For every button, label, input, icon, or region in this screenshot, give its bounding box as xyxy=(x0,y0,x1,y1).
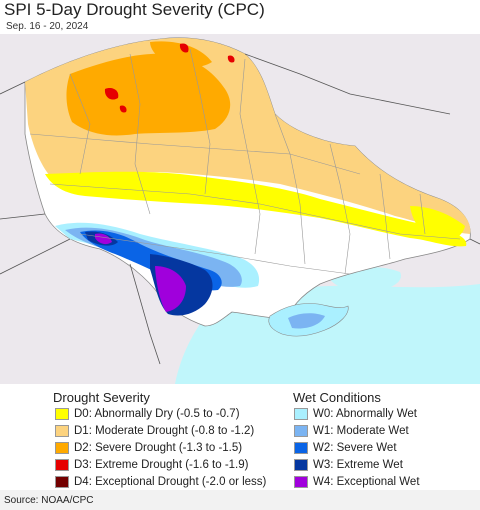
drought-legend-title: Drought Severity xyxy=(53,390,150,405)
legend-swatch-d4 xyxy=(55,475,69,488)
legend-label-d0: D0: Abnormally Dry (-0.5 to -0.7) xyxy=(74,407,240,420)
legend-item-d0: D0: Abnormally Dry (-0.5 to -0.7) xyxy=(55,405,266,422)
legend-item-w4: W4: Exceptional Wet xyxy=(294,473,420,490)
legend-swatch-d1 xyxy=(55,424,69,437)
d2-region-north xyxy=(150,41,212,68)
footer-band xyxy=(0,490,480,510)
map-date-range: Sep. 16 - 20, 2024 xyxy=(6,21,89,32)
legend-label-d4: D4: Exceptional Drought (-2.0 or less) xyxy=(74,475,267,488)
legend-label-w3: W3: Extreme Wet xyxy=(313,458,403,471)
drought-legend: D0: Abnormally Dry (-0.5 to -0.7) D1: Mo… xyxy=(55,405,266,490)
legend-swatch-d0 xyxy=(55,407,69,420)
legend-item-w2: W2: Severe Wet xyxy=(294,439,420,456)
d3-spot-west xyxy=(104,88,119,100)
legend-label-w4: W4: Exceptional Wet xyxy=(313,475,420,488)
d3-spot-ne xyxy=(227,55,235,63)
legend-swatch-w3 xyxy=(294,458,308,471)
legend-swatch-d2 xyxy=(55,441,69,454)
legend-item-w1: W1: Moderate Wet xyxy=(294,422,420,439)
legend-item-d1: D1: Moderate Drought (-0.8 to -1.2) xyxy=(55,422,266,439)
legend-item-d3: D3: Extreme Drought (-1.6 to -1.9) xyxy=(55,456,266,473)
legend-label-w2: W2: Severe Wet xyxy=(313,441,397,454)
legend-label-w0: W0: Abnormally Wet xyxy=(313,407,417,420)
wet-legend: W0: Abnormally Wet W1: Moderate Wet W2: … xyxy=(294,405,420,490)
legend-swatch-w2 xyxy=(294,441,308,454)
legend-label-w1: W1: Moderate Wet xyxy=(313,424,409,437)
legend-swatch-w4 xyxy=(294,475,308,488)
oblast-borders xyxy=(29,48,461,275)
legend-swatch-w0 xyxy=(294,407,308,420)
d0-region-east xyxy=(410,206,465,242)
wet-legend-title: Wet Conditions xyxy=(293,390,381,405)
legend-item-d4: D4: Exceptional Drought (-2.0 or less) xyxy=(55,473,266,490)
legend-item-w0: W0: Abnormally Wet xyxy=(294,405,420,422)
neighbor-borders xyxy=(0,53,480,365)
d3-spot-north xyxy=(179,43,189,53)
legend-label-d1: D1: Moderate Drought (-0.8 to -1.2) xyxy=(74,424,255,437)
crimea-w1 xyxy=(288,313,325,329)
legend-swatch-d3 xyxy=(55,458,69,471)
legend-label-d3: D3: Extreme Drought (-1.6 to -1.9) xyxy=(74,458,249,471)
source-credit: Source: NOAA/CPC xyxy=(4,495,94,506)
d3-spot-center xyxy=(119,105,127,113)
map-title: SPI 5-Day Drought Severity (CPC) xyxy=(4,0,265,19)
legend-label-d2: D2: Severe Drought (-1.3 to -1.5) xyxy=(74,441,243,454)
d2-region xyxy=(66,53,231,136)
d0-region xyxy=(45,171,467,247)
legend-item-d2: D2: Severe Drought (-1.3 to -1.5) xyxy=(55,439,266,456)
legend-swatch-w1 xyxy=(294,424,308,437)
drought-map xyxy=(0,34,480,384)
w4-region xyxy=(155,266,186,312)
legend-item-w3: W3: Extreme Wet xyxy=(294,456,420,473)
w4-region-west xyxy=(95,233,112,245)
